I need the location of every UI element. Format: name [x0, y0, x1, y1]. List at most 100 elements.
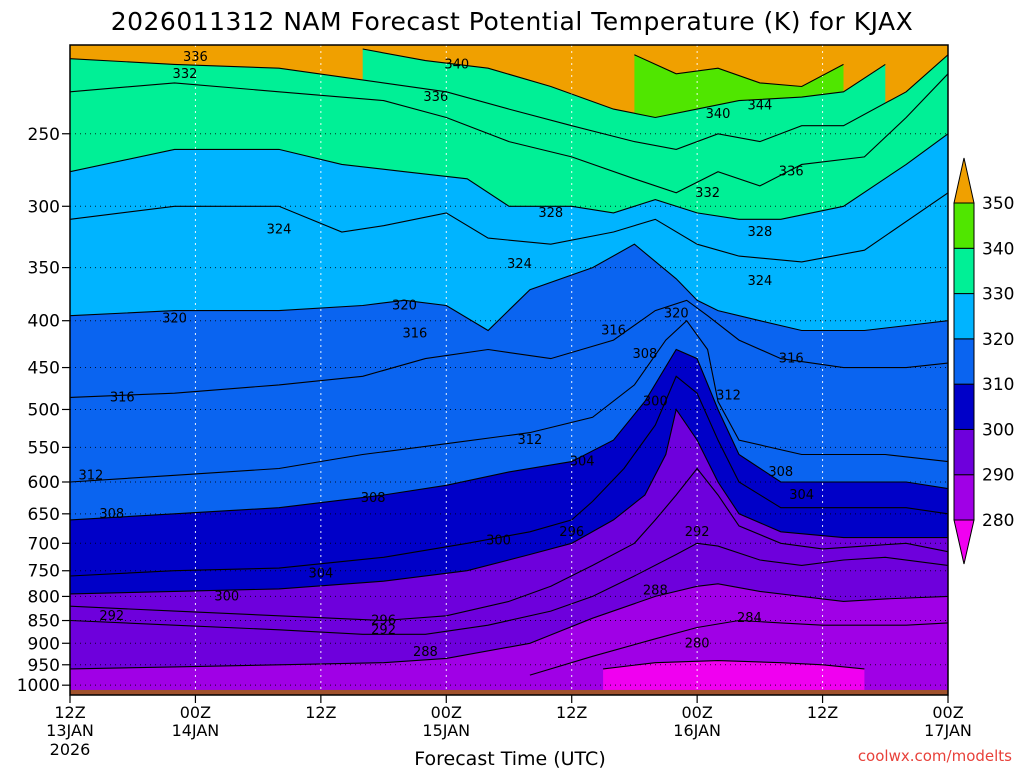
contour-label: 280 [685, 636, 710, 651]
contour-label: 308 [632, 347, 657, 362]
contour-label: 336 [183, 50, 208, 65]
isentrope-280 [603, 660, 865, 670]
contour-label: 300 [214, 589, 239, 604]
ground-strip [70, 689, 948, 695]
filled-bands [70, 49, 948, 695]
contour-label: 300 [643, 394, 668, 409]
contour-label: 284 [737, 611, 762, 626]
y-tick-label: 250 [28, 125, 60, 145]
x-tick-date: 14JAN [172, 721, 220, 740]
colorbar-extend-low [953, 519, 975, 565]
contour-label: 308 [768, 465, 793, 480]
x-tick-label: 00Z [932, 703, 963, 722]
contour-label: 332 [173, 67, 198, 82]
isentrope-340 [362, 48, 886, 119]
isentrope-320 [70, 243, 948, 332]
y-axis: 2503003504004505005506006507007508008509… [17, 125, 70, 696]
isentrope-292 [70, 542, 948, 635]
x-tick-date: 16JAN [673, 721, 721, 740]
contour-label: 304 [789, 488, 814, 503]
isentrope-336 [70, 54, 948, 150]
contour-label: 316 [779, 352, 804, 367]
isentrope-288 [70, 583, 948, 670]
contour-label: 308 [99, 507, 124, 522]
contour-label: 312 [517, 433, 542, 448]
credit-text: coolwx.com/modelts [858, 747, 1012, 765]
x-tick-label: 00Z [180, 703, 211, 722]
contour-label: 312 [78, 468, 103, 483]
x-tick-year: 2026 [50, 740, 91, 759]
isentrope-300 [70, 408, 948, 595]
y-tick-label: 700 [28, 534, 60, 554]
colorbar-label: 330 [982, 285, 1014, 305]
isentrope-296 [70, 467, 948, 622]
colorbar-segment [953, 247, 975, 295]
x-tick-label: 12Z [54, 703, 85, 722]
y-tick-label: 900 [28, 634, 60, 654]
x-tick-date: 15JAN [422, 721, 470, 740]
plot-frame [69, 44, 949, 696]
band-fill-280 [603, 660, 865, 695]
contour-label: 312 [716, 389, 741, 404]
contour-label: 304 [570, 455, 595, 470]
isentrope-308 [70, 348, 948, 521]
y-tick-label: 550 [28, 438, 60, 458]
contour-label: 288 [413, 645, 438, 660]
contour-label: 344 [747, 99, 772, 114]
colorbar-label: 280 [982, 511, 1014, 531]
contour-label: 340 [706, 107, 731, 122]
contour-label: 296 [371, 614, 396, 629]
colorbar-extend-high [953, 157, 975, 204]
x-tick-label: 12Z [556, 703, 587, 722]
contour-label: 320 [392, 299, 417, 314]
contour-label: 296 [559, 525, 584, 540]
isentrope-324 [70, 192, 948, 263]
colorbar-segment [953, 202, 975, 249]
y-tick-label: 950 [28, 656, 60, 676]
contour-label: 332 [695, 186, 720, 201]
colorbar-label: 340 [982, 239, 1014, 259]
y-tick-label: 500 [28, 400, 60, 420]
contour-label: 328 [538, 206, 563, 221]
y-tick-label: 650 [28, 505, 60, 525]
contour-label: 324 [507, 257, 532, 272]
colorbar-label: 290 [982, 466, 1014, 486]
isentrope-284 [529, 619, 948, 676]
x-axis-label: Forecast Time (UTC) [414, 748, 605, 768]
contour-label: 336 [423, 90, 448, 105]
colorbar-segment [953, 383, 975, 430]
contour-label: 324 [267, 222, 292, 237]
plot-area: 336 332 340 336 340 344 336 332 324 328 328 324 324 3… [69, 44, 949, 696]
chart-title: 2026011312 NAM Forecast Potential Temper… [111, 7, 914, 36]
contour-label: 320 [664, 307, 689, 322]
x-tick-date: 17JAN [924, 721, 972, 740]
contour-label: 288 [643, 583, 668, 598]
y-tick-label: 800 [28, 587, 60, 607]
isentrope-304 [70, 375, 948, 577]
contour-label: 292 [371, 623, 396, 638]
contour-label: 316 [403, 326, 428, 341]
contour-label: 292 [99, 609, 124, 624]
colorbar-label: 300 [982, 420, 1014, 440]
isentrope-312 [70, 319, 948, 483]
colorbar-label: 350 [982, 194, 1014, 214]
contour-label: 292 [685, 525, 710, 540]
contour-label: 324 [747, 274, 772, 289]
contour-labels: 336 332 340 336 340 344 336 332 324 328 328 324 324 3… [78, 50, 814, 660]
contour-label: 308 [361, 491, 386, 506]
y-tick-label: 850 [28, 612, 60, 632]
isentrope-344 [634, 54, 844, 88]
y-tick-label: 350 [28, 259, 60, 279]
contour-label: 316 [601, 324, 626, 339]
x-tick-label: 00Z [681, 703, 712, 722]
colorbar-label: 320 [982, 330, 1014, 350]
y-tick-label: 750 [28, 562, 60, 582]
contour-label: 316 [110, 390, 135, 405]
colorbar-segment [953, 428, 975, 476]
y-tick-label: 1000 [17, 676, 60, 696]
colorbar-legend: 280 290 300 310 320 330 340 350 [953, 157, 1014, 565]
y-tick-label: 450 [28, 359, 60, 379]
colorbar-segment [953, 474, 975, 521]
y-tick-label: 300 [28, 197, 60, 217]
